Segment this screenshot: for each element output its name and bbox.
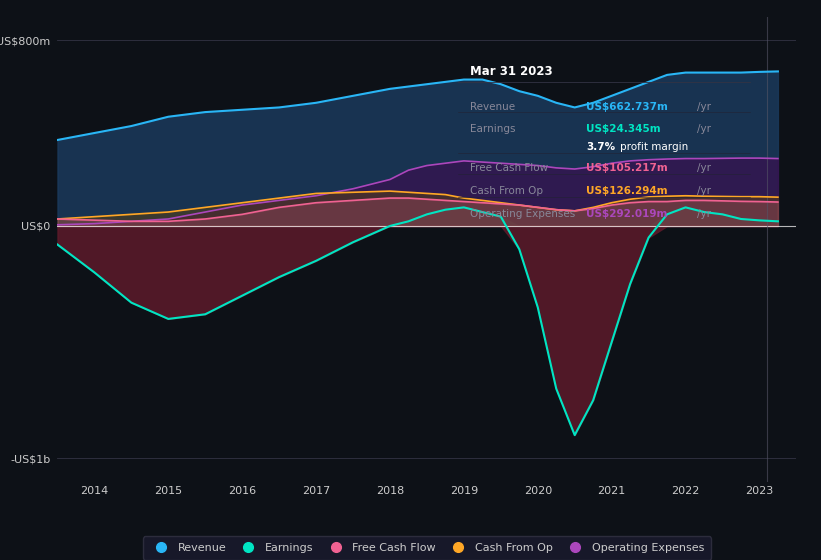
Text: /yr: /yr — [697, 164, 711, 173]
Text: US$105.217m: US$105.217m — [586, 164, 668, 173]
Text: /yr: /yr — [697, 209, 711, 219]
Text: US$24.345m: US$24.345m — [586, 124, 661, 134]
Text: /yr: /yr — [697, 186, 711, 196]
Text: US$292.019m: US$292.019m — [586, 209, 667, 219]
Text: Cash From Op: Cash From Op — [470, 186, 543, 196]
Text: 3.7%: 3.7% — [586, 142, 616, 152]
Text: /yr: /yr — [697, 101, 711, 111]
Text: Operating Expenses: Operating Expenses — [470, 209, 575, 219]
Text: Mar 31 2023: Mar 31 2023 — [470, 64, 553, 77]
Text: Free Cash Flow: Free Cash Flow — [470, 164, 548, 173]
Legend: Revenue, Earnings, Free Cash Flow, Cash From Op, Operating Expenses: Revenue, Earnings, Free Cash Flow, Cash … — [143, 536, 711, 559]
Text: Revenue: Revenue — [470, 101, 515, 111]
Text: US$126.294m: US$126.294m — [586, 186, 668, 196]
Text: Earnings: Earnings — [470, 124, 516, 134]
Text: profit margin: profit margin — [620, 142, 688, 152]
Text: /yr: /yr — [697, 124, 711, 134]
Text: US$662.737m: US$662.737m — [586, 101, 668, 111]
